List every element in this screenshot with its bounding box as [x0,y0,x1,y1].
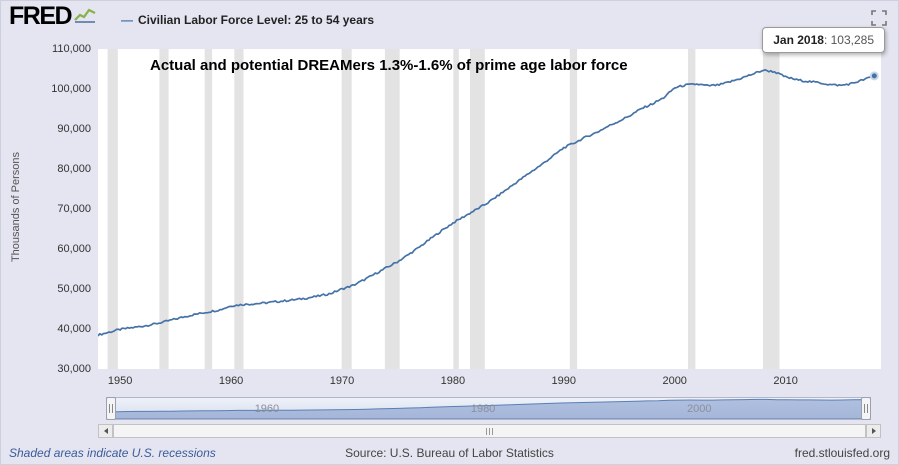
y-tick-label: 90,000 [57,123,91,135]
minimap-year-label: 1960 [254,403,280,415]
y-tick-label: 40,000 [57,323,91,335]
y-tick-label: 60,000 [57,243,91,255]
line-chart[interactable] [98,49,881,369]
y-tick-label: 100,000 [51,83,91,95]
fred-url-link[interactable]: fred.stlouisfed.org [794,446,890,460]
tooltip-separator: : [823,33,831,47]
y-tick-label: 80,000 [57,163,91,175]
x-tick-label: 2000 [662,375,687,387]
hover-tooltip: Jan 2018: 103,285 [762,27,885,53]
scroll-right-button[interactable] [866,425,880,437]
tooltip-value: 103,285 [830,33,874,47]
plot-area[interactable]: Actual and potential DREAMers 1.3%-1.6% … [98,49,881,369]
minimap-area-chart [107,398,870,419]
y-tick-label: 110,000 [52,43,91,55]
fred-logo-sparkline-icon [73,6,97,29]
y-tick-label: 70,000 [57,203,91,215]
legend-line-swatch: — [121,13,133,27]
recession-note-link[interactable]: Shaded areas indicate U.S. recessions [9,446,216,460]
tooltip-date: Jan 2018 [773,33,824,47]
x-tick-label: 1970 [329,375,355,387]
scrollbar-grip-icon [489,427,490,435]
x-tick-label: 1990 [551,375,577,387]
range-handle-right[interactable] [861,397,871,420]
scrollbar-thumb[interactable] [113,425,866,437]
fred-logo[interactable]: FRED [9,3,97,29]
chart-footer: Shaded areas indicate U.S. recessions So… [1,446,898,464]
fullscreen-icon[interactable] [870,9,888,27]
range-handle-left[interactable] [106,397,116,420]
range-selector[interactable]: 1960 1980 2000 [106,397,871,420]
scroll-left-button[interactable] [99,425,113,437]
fred-logo-text: FRED [9,2,73,30]
x-tick-label: 1950 [107,375,133,387]
legend-label: Civilian Labor Force Level: 25 to 54 yea… [138,13,375,27]
source-text: Source: U.S. Bureau of Labor Statistics [345,446,554,460]
y-tick-label: 50,000 [57,283,91,295]
scroll-left-icon [103,428,108,434]
horizontal-scrollbar[interactable] [98,424,881,438]
x-tick-label: 1980 [440,375,466,387]
scroll-right-icon [871,428,876,434]
series-legend: — Civilian Labor Force Level: 25 to 54 ye… [121,13,374,27]
x-tick-label: 2010 [773,375,798,387]
x-tick-label: 1960 [218,375,244,387]
minimap-year-label: 2000 [686,403,712,415]
y-tick-label: 30,000 [57,363,91,375]
minimap-year-label: 1980 [470,403,496,415]
chart-annotation: Actual and potential DREAMers 1.3%-1.6% … [150,57,628,74]
